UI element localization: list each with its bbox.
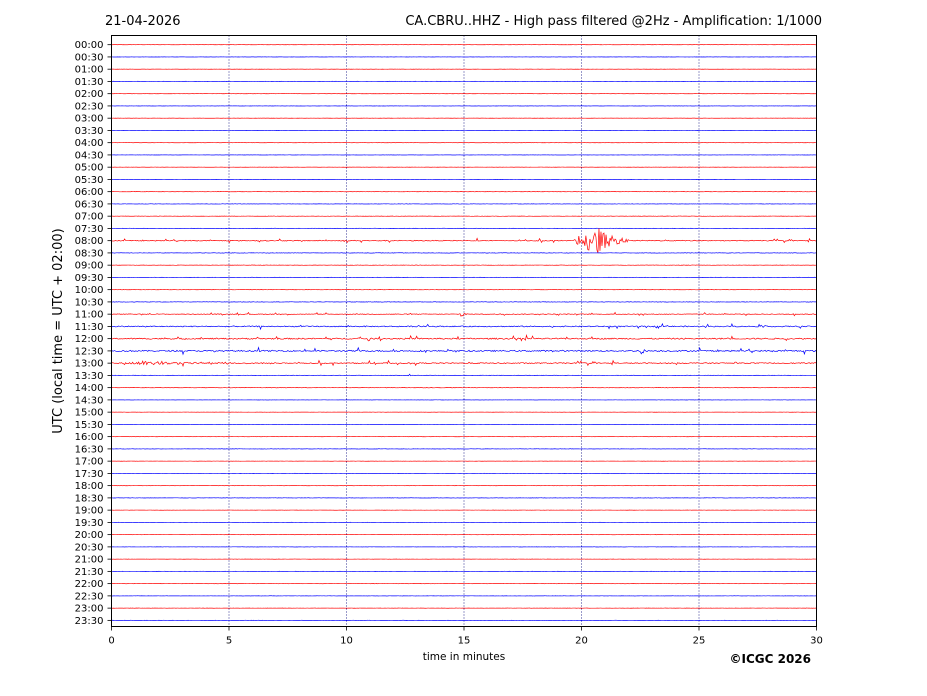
trace-1300	[111, 359, 817, 368]
row-label: 22:00	[75, 579, 104, 590]
x-tick-label: 0	[108, 636, 114, 647]
trace-1200	[111, 334, 817, 342]
row-label: 14:30	[75, 395, 104, 406]
row-label: 13:30	[75, 371, 104, 382]
row-label: 12:00	[75, 334, 104, 345]
row-label: 00:00	[75, 40, 104, 51]
row-label: 05:00	[75, 163, 104, 174]
x-tick-label: 10	[340, 636, 353, 647]
row-label: 17:30	[75, 469, 104, 480]
row-label: 20:30	[75, 542, 104, 553]
row-label: 21:30	[75, 567, 104, 578]
row-label: 15:30	[75, 420, 104, 431]
x-tick-label: 20	[575, 636, 588, 647]
row-label: 23:00	[75, 604, 104, 615]
row-label: 11:00	[75, 310, 104, 321]
row-label: 05:30	[75, 175, 104, 186]
trace-1230	[111, 346, 817, 356]
chart-title: CA.CBRU..HHZ - High pass filtered @2Hz -…	[405, 14, 822, 29]
row-label: 03:00	[75, 114, 104, 125]
date-label: 21-04-2026	[105, 14, 181, 29]
row-label: 16:00	[75, 432, 104, 443]
row-label: 18:00	[75, 481, 104, 492]
row-label: 07:00	[75, 212, 104, 223]
row-label: 09:30	[75, 273, 104, 284]
x-tick-label: 5	[226, 636, 232, 647]
row-label: 08:00	[75, 236, 104, 247]
row-label: 00:30	[75, 52, 104, 63]
row-label: 17:00	[75, 457, 104, 468]
plot-border	[111, 35, 817, 627]
row-label: 02:00	[75, 89, 104, 100]
row-label: 21:00	[75, 555, 104, 566]
row-label: 19:00	[75, 506, 104, 517]
row-label: 02:30	[75, 101, 104, 112]
row-label: 09:00	[75, 261, 104, 272]
x-axis-label: time in minutes	[423, 651, 505, 663]
row-label: 13:00	[75, 359, 104, 370]
row-label: 08:30	[75, 248, 104, 259]
row-label: 04:30	[75, 150, 104, 161]
row-label: 10:00	[75, 285, 104, 296]
row-label: 12:30	[75, 346, 104, 357]
x-tick-label: 30	[810, 636, 823, 647]
x-tick-label: 15	[458, 636, 471, 647]
row-label: 06:30	[75, 199, 104, 210]
row-label: 15:00	[75, 408, 104, 419]
row-label: 19:30	[75, 518, 104, 529]
vertical-grid	[228, 35, 700, 627]
trace-0800	[111, 228, 817, 253]
row-label: 23:30	[75, 616, 104, 627]
row-label: 11:30	[75, 322, 104, 333]
seismogram-traces	[111, 44, 817, 621]
trace-1100	[111, 311, 817, 317]
x-tick-label: 25	[693, 636, 706, 647]
row-label: 22:30	[75, 591, 104, 602]
row-label: 18:30	[75, 493, 104, 504]
row-label: 01:00	[75, 65, 104, 76]
row-label: 20:00	[75, 530, 104, 541]
copyright-label: ©ICGC 2026	[729, 652, 811, 666]
plot-area	[111, 35, 817, 627]
trace-1130	[111, 322, 817, 331]
row-label: 14:00	[75, 383, 104, 394]
y-axis-label: UTC (local time = UTC + 02:00)	[51, 228, 66, 433]
trace-1330	[111, 373, 817, 377]
row-label: 01:30	[75, 77, 104, 88]
row-label: 16:30	[75, 444, 104, 455]
row-label: 04:00	[75, 138, 104, 149]
row-label: 07:30	[75, 224, 104, 235]
row-label: 10:30	[75, 297, 104, 308]
row-label: 06:00	[75, 187, 104, 198]
row-label: 03:30	[75, 126, 104, 137]
x-axis-ticks: 0 5 10 15 20 25 30	[108, 626, 823, 647]
